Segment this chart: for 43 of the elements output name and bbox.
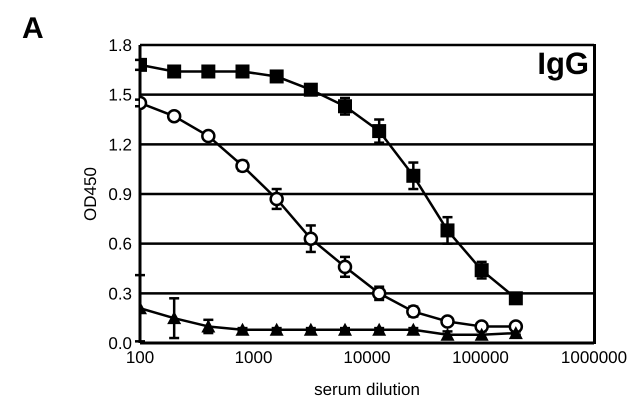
point — [372, 124, 386, 138]
point — [269, 192, 284, 206]
point — [406, 168, 420, 183]
x-tick-label: 10000 — [343, 348, 391, 368]
x-axis-title: serum dilution — [314, 380, 420, 399]
point — [167, 311, 182, 324]
x-tick-label: 100000 — [452, 348, 509, 368]
point — [372, 322, 386, 336]
point — [270, 69, 284, 84]
text: A — [22, 12, 44, 46]
point — [167, 64, 182, 78]
point — [440, 328, 454, 341]
x-tick-label: 100 — [126, 348, 154, 368]
point — [440, 314, 455, 329]
y-tick-label: 1.8 — [108, 36, 132, 56]
x-tick-label: 1000 — [234, 348, 272, 368]
y-tick-label: 1.5 — [108, 86, 132, 105]
point — [304, 231, 318, 246]
point — [201, 64, 216, 78]
point — [166, 108, 182, 124]
y-tick-label: 0.3 — [108, 284, 132, 304]
point — [406, 322, 420, 336]
point — [508, 291, 523, 306]
annotation: IgG — [537, 46, 589, 82]
point — [338, 322, 352, 336]
point — [304, 322, 318, 336]
point — [304, 82, 318, 97]
point — [236, 322, 250, 336]
y-tick-label: 0.9 — [108, 185, 132, 204]
point — [338, 99, 352, 114]
point — [440, 223, 454, 238]
point — [201, 128, 216, 144]
point — [508, 326, 523, 340]
point — [338, 260, 352, 274]
y-tick-label: 1.2 — [108, 135, 132, 154]
point — [474, 328, 489, 341]
point — [270, 322, 284, 336]
x-tick-label: 1000000 — [560, 348, 628, 368]
y-axis-title: OD450 — [81, 167, 100, 221]
y-tick-label: 0.6 — [108, 234, 132, 254]
point — [236, 64, 250, 78]
point — [235, 158, 250, 174]
point — [474, 263, 489, 278]
